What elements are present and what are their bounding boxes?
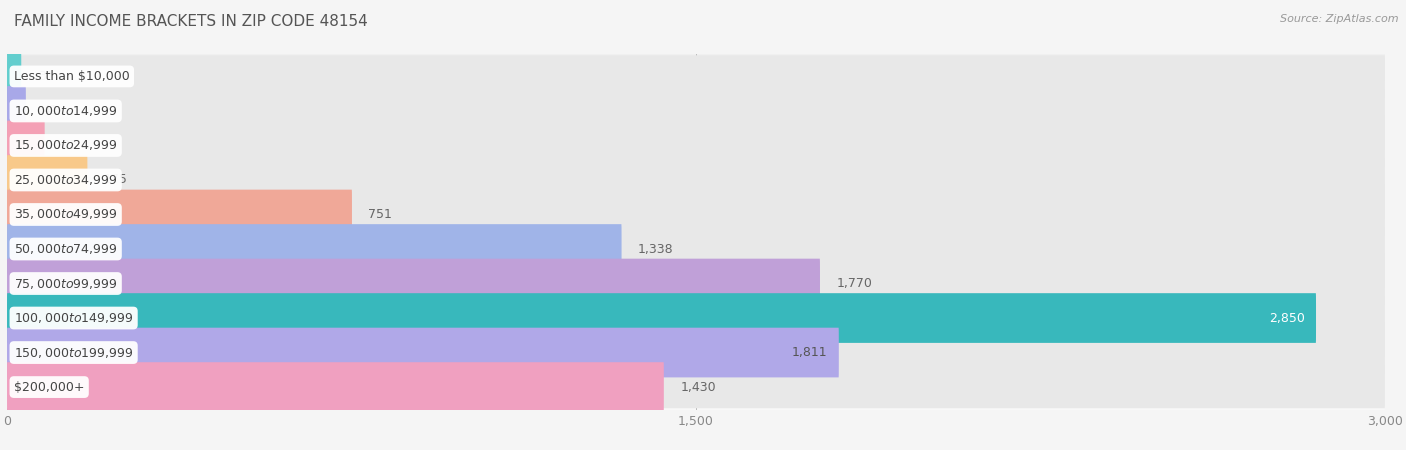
Text: $50,000 to $74,999: $50,000 to $74,999 [14,242,118,256]
FancyBboxPatch shape [7,149,1385,210]
Text: $25,000 to $34,999: $25,000 to $34,999 [14,173,118,187]
Text: $75,000 to $99,999: $75,000 to $99,999 [14,276,118,291]
Text: 2,850: 2,850 [1270,311,1305,324]
Text: $10,000 to $14,999: $10,000 to $14,999 [14,104,118,118]
Text: Source: ZipAtlas.com: Source: ZipAtlas.com [1281,14,1399,23]
FancyBboxPatch shape [7,259,820,308]
FancyBboxPatch shape [7,90,1385,132]
Text: $150,000 to $199,999: $150,000 to $199,999 [14,346,134,360]
FancyBboxPatch shape [7,46,1385,107]
FancyBboxPatch shape [7,124,1385,166]
Text: 41: 41 [42,104,58,117]
Text: 1,338: 1,338 [638,243,673,256]
FancyBboxPatch shape [7,121,45,170]
FancyBboxPatch shape [7,262,1385,305]
FancyBboxPatch shape [7,332,1385,373]
Text: $100,000 to $149,999: $100,000 to $149,999 [14,311,134,325]
Text: Less than $10,000: Less than $10,000 [14,70,129,83]
FancyBboxPatch shape [7,184,1385,245]
Text: 1,430: 1,430 [681,381,716,394]
Text: 175: 175 [104,174,128,186]
FancyBboxPatch shape [7,328,839,378]
FancyBboxPatch shape [7,297,1385,339]
FancyBboxPatch shape [7,55,1385,98]
FancyBboxPatch shape [7,322,1385,383]
Text: $15,000 to $24,999: $15,000 to $24,999 [14,139,118,153]
FancyBboxPatch shape [7,362,664,412]
FancyBboxPatch shape [7,357,1385,418]
FancyBboxPatch shape [7,228,1385,270]
FancyBboxPatch shape [7,86,25,136]
Text: 31: 31 [38,70,53,83]
FancyBboxPatch shape [7,293,1316,343]
FancyBboxPatch shape [7,288,1385,348]
FancyBboxPatch shape [7,155,87,205]
FancyBboxPatch shape [7,159,1385,201]
FancyBboxPatch shape [7,253,1385,314]
FancyBboxPatch shape [7,189,351,239]
FancyBboxPatch shape [7,194,1385,236]
FancyBboxPatch shape [7,81,1385,141]
FancyBboxPatch shape [7,115,1385,176]
FancyBboxPatch shape [7,366,1385,408]
Text: 1,811: 1,811 [792,346,828,359]
Text: 1,770: 1,770 [837,277,872,290]
FancyBboxPatch shape [7,224,621,274]
Text: 751: 751 [368,208,392,221]
Text: FAMILY INCOME BRACKETS IN ZIP CODE 48154: FAMILY INCOME BRACKETS IN ZIP CODE 48154 [14,14,368,28]
Text: 82: 82 [62,139,77,152]
Text: $35,000 to $49,999: $35,000 to $49,999 [14,207,118,221]
FancyBboxPatch shape [7,219,1385,279]
FancyBboxPatch shape [7,52,21,101]
Text: $200,000+: $200,000+ [14,381,84,394]
